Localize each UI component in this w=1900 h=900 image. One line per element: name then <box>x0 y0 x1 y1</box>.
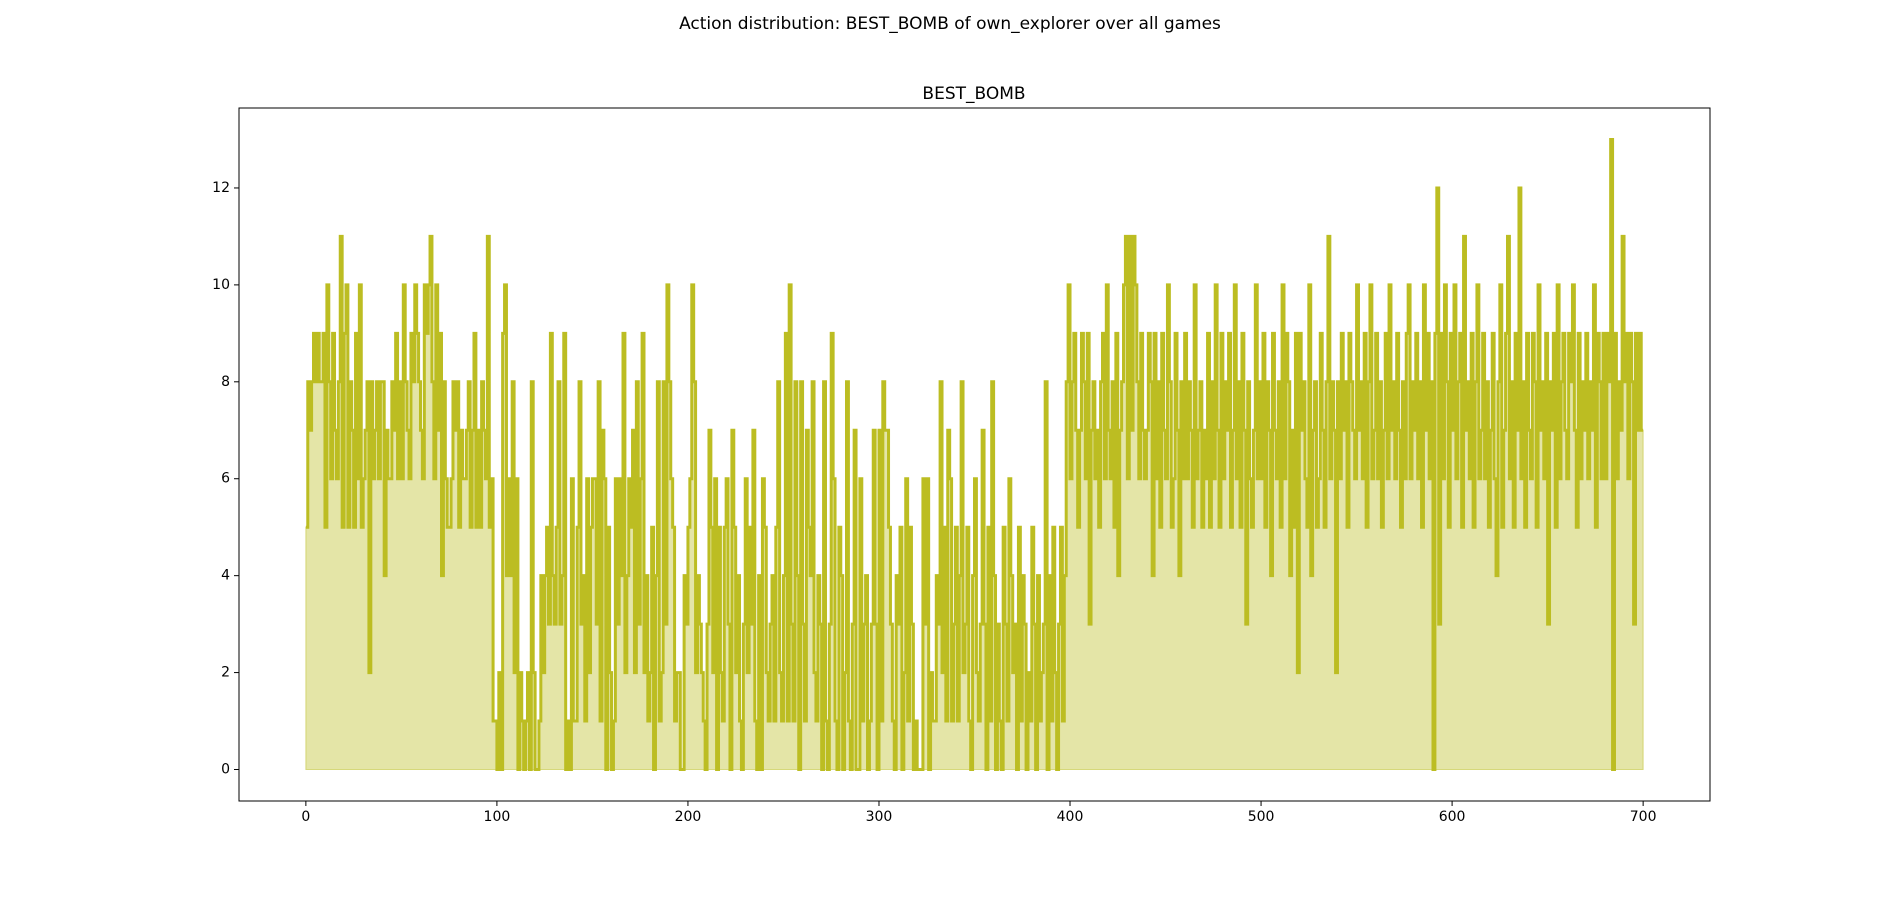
x-tick-label: 400 <box>1057 809 1084 825</box>
x-tick-label: 100 <box>484 809 511 825</box>
step-line <box>305 138 1644 771</box>
x-tick-label: 200 <box>675 809 702 825</box>
subplot-title: BEST_BOMB <box>922 84 1025 104</box>
y-tick-label: 6 <box>221 471 230 487</box>
y-tick-label: 2 <box>221 665 230 681</box>
x-tick-label: 700 <box>1630 809 1657 825</box>
y-tick-label: 10 <box>212 277 230 293</box>
x-tick-label: 0 <box>301 809 310 825</box>
x-tick-label: 500 <box>1248 809 1275 825</box>
y-tick-label: 8 <box>221 374 230 390</box>
x-tick-label: 600 <box>1439 809 1466 825</box>
x-tick-label: 300 <box>866 809 893 825</box>
y-tick-label: 12 <box>212 180 230 196</box>
plot-frame <box>238 107 1711 802</box>
y-tick-label: 4 <box>221 568 230 584</box>
chart-title: Action distribution: BEST_BOMB of own_ex… <box>679 14 1221 34</box>
y-tick-label: 0 <box>221 762 230 778</box>
